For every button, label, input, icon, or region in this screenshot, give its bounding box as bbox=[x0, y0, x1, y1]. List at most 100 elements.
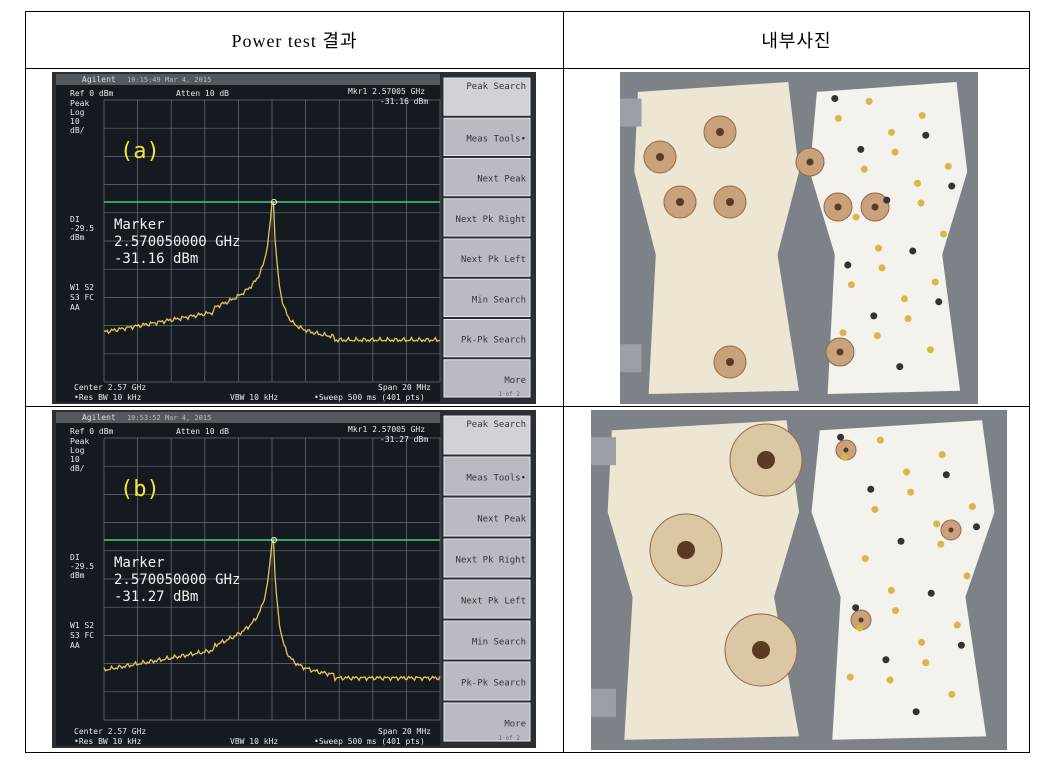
screw bbox=[887, 586, 895, 594]
screw bbox=[912, 708, 920, 716]
screw bbox=[861, 555, 869, 563]
softkey-label: Next Pk Left bbox=[461, 255, 526, 265]
mkr: Mkr1 2.57005 GHz bbox=[348, 425, 425, 434]
softkey bbox=[443, 158, 531, 197]
resonator-hole bbox=[716, 128, 724, 136]
scale-label: Peak bbox=[70, 99, 89, 108]
screw bbox=[856, 624, 864, 632]
table-cell bbox=[563, 406, 1030, 753]
screw bbox=[922, 659, 930, 667]
screw bbox=[918, 638, 926, 646]
screw bbox=[857, 145, 865, 153]
screw bbox=[935, 298, 943, 306]
scale-label: 10 bbox=[70, 117, 80, 126]
screw bbox=[948, 182, 956, 190]
resonator-hole bbox=[948, 527, 954, 533]
softkey bbox=[443, 538, 531, 578]
softkey-label: Pk-Pk Search bbox=[461, 679, 526, 689]
ref: Ref 0 dBm bbox=[70, 89, 114, 98]
marker-dot bbox=[271, 537, 277, 543]
mkr-val: -31.27 dBm bbox=[380, 435, 428, 444]
screw bbox=[852, 213, 860, 221]
dl-label: DI bbox=[70, 553, 80, 562]
connector bbox=[591, 688, 616, 717]
scale-label: Log bbox=[70, 446, 85, 455]
sweep: •Sweep 500 ms (401 pts) bbox=[314, 737, 425, 746]
scale-label: Peak bbox=[70, 437, 89, 446]
screw bbox=[907, 488, 915, 496]
scale-label: Log bbox=[70, 108, 85, 117]
softkey-label: Min Search bbox=[472, 638, 526, 648]
screw bbox=[953, 621, 961, 629]
screw bbox=[901, 295, 909, 303]
connector bbox=[620, 98, 642, 127]
softkey-label: Next Pk Right bbox=[456, 215, 526, 225]
screw bbox=[831, 95, 839, 103]
screw bbox=[897, 537, 905, 545]
softkey bbox=[443, 579, 531, 619]
res-bw: •Res BW 10 kHz bbox=[74, 737, 142, 746]
screw bbox=[886, 676, 894, 684]
interior-photo bbox=[620, 72, 978, 404]
span: Span 20 MHz bbox=[378, 727, 431, 736]
resonator-hole bbox=[843, 447, 849, 453]
trace-label: AA bbox=[70, 303, 80, 312]
screw bbox=[839, 329, 847, 337]
screw bbox=[917, 199, 925, 207]
softkey-label: More bbox=[504, 376, 526, 386]
dl-label: DI bbox=[70, 215, 80, 224]
screw bbox=[867, 485, 875, 493]
softkey bbox=[443, 319, 531, 358]
page-label: 1 of 2 bbox=[498, 735, 520, 742]
dl-label: dBm bbox=[70, 233, 85, 242]
softkey-label: Meas Tools• bbox=[466, 134, 526, 144]
screw bbox=[846, 673, 854, 681]
marker-text: Marker bbox=[114, 217, 165, 233]
atten: Atten 10 dB bbox=[176, 89, 229, 98]
trace-label: W1 S2 bbox=[70, 283, 94, 292]
vbw: VBW 10 kHz bbox=[230, 393, 278, 402]
screw bbox=[973, 523, 981, 531]
cover bbox=[811, 420, 995, 740]
screw bbox=[939, 230, 947, 238]
interior-photo bbox=[591, 410, 1007, 750]
screw bbox=[841, 453, 849, 461]
resonator-hole bbox=[677, 541, 695, 559]
header-text: Power test 결과 bbox=[231, 31, 358, 51]
connector bbox=[620, 344, 642, 373]
trace bbox=[103, 537, 441, 683]
screw bbox=[896, 363, 904, 371]
top-bar bbox=[56, 412, 440, 423]
resonator-hole bbox=[752, 641, 770, 659]
screw bbox=[891, 148, 899, 156]
screw bbox=[876, 436, 884, 444]
screw bbox=[944, 162, 952, 170]
screw bbox=[882, 656, 890, 664]
softkey bbox=[443, 278, 531, 317]
resonator-hole bbox=[834, 203, 842, 211]
screw bbox=[847, 281, 855, 289]
resonator-hole bbox=[871, 203, 879, 211]
softkey bbox=[443, 497, 531, 537]
softkey-label: Next Peak bbox=[477, 175, 526, 185]
screw bbox=[926, 346, 934, 354]
brand: Agilent bbox=[82, 75, 116, 84]
screw bbox=[938, 451, 946, 459]
resonator-hole bbox=[676, 198, 684, 206]
screw bbox=[927, 589, 935, 597]
analyzer-photo: Agilent 10:53:52 Mar 4, 2015 Ref 0 dBm Atte… bbox=[52, 410, 536, 748]
softkey-label: More bbox=[504, 720, 526, 730]
brand: Agilent bbox=[82, 413, 116, 422]
softkey-label: Peak Search bbox=[466, 420, 526, 430]
ref: Ref 0 dBm bbox=[70, 427, 114, 436]
screw bbox=[913, 179, 921, 187]
trace-label: S3 FC bbox=[70, 631, 94, 640]
scale-label: dB/ bbox=[70, 464, 85, 473]
center: Center 2.57 GHz bbox=[74, 383, 146, 392]
softkey-label: Next Pk Right bbox=[456, 556, 526, 566]
softkey bbox=[443, 198, 531, 237]
screw bbox=[904, 315, 912, 323]
label: (b) bbox=[120, 477, 160, 502]
center: Center 2.57 GHz bbox=[74, 727, 146, 736]
dl-label: -29.5 bbox=[70, 562, 94, 571]
